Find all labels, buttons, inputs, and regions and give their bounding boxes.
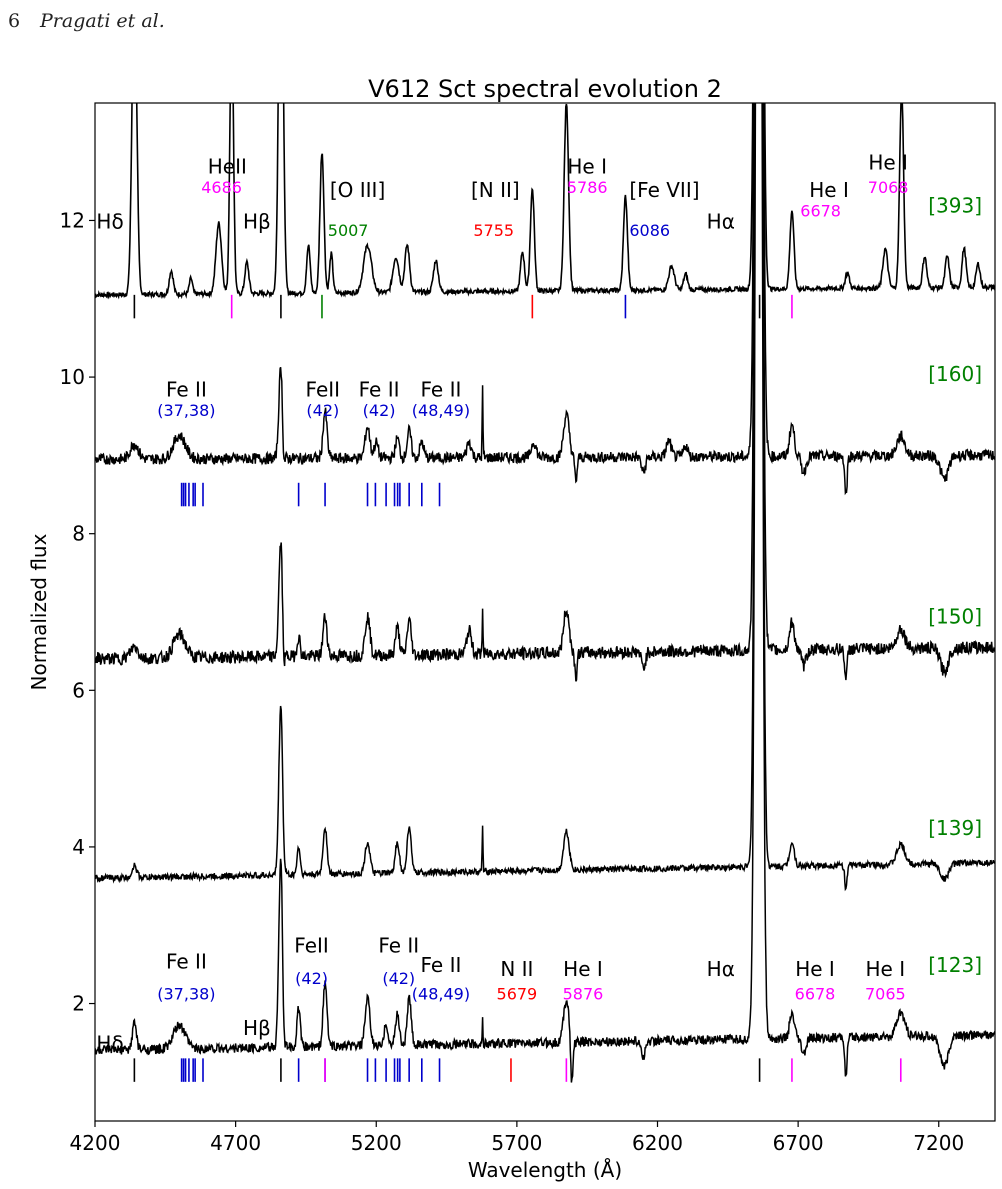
line-annotation: (37,38) xyxy=(157,401,215,420)
line-annotation: N II xyxy=(500,957,533,981)
line-annotation: Hβ xyxy=(243,209,271,233)
y-tick-label: 6 xyxy=(72,678,85,702)
line-annotation: (42) xyxy=(306,401,339,420)
line-annotation: [O III] xyxy=(330,178,385,202)
line-annotation: 5007 xyxy=(328,221,369,240)
line-annotation: Fe II xyxy=(166,949,207,973)
spectrum-line-150 xyxy=(95,103,995,682)
line-annotation: FeII xyxy=(294,934,329,958)
page-number: 6 xyxy=(8,10,21,32)
x-tick-label: 6700 xyxy=(773,1131,824,1155)
axes-group: 4200 4700 5200 5700 6200 6700 7200 2 4 6 8 10 12 xyxy=(60,102,996,1155)
line-annotation: Hβ xyxy=(243,1016,271,1040)
x-tick-label: 4700 xyxy=(210,1131,261,1155)
line-annotation: 5786 xyxy=(567,178,608,197)
y-tick-label: 10 xyxy=(60,365,85,389)
x-tick-label: 7200 xyxy=(913,1131,964,1155)
line-annotation: Fe II xyxy=(166,378,207,402)
chart-title: V612 Sct spectral evolution 2 xyxy=(368,75,722,103)
line-annotation: 6678 xyxy=(795,985,836,1004)
line-annotation: (48,49) xyxy=(412,401,470,420)
spectrum-line-393 xyxy=(95,103,995,300)
line-annotation: [N II] xyxy=(471,178,520,202)
epoch-label: [393] xyxy=(928,194,982,218)
x-tick-label: 5200 xyxy=(351,1131,402,1155)
line-annotation: 5876 xyxy=(563,985,604,1004)
line-annotation: 7065 xyxy=(865,985,906,1004)
line-annotation: 5755 xyxy=(473,221,514,240)
line-annotation: FeII xyxy=(306,378,341,402)
epoch-label: [150] xyxy=(928,605,982,629)
spectrum-line-160 xyxy=(95,103,995,496)
line-annotation: Fe II xyxy=(421,378,462,402)
line-annotation: He I xyxy=(563,957,603,981)
epoch-labels-group: [393] [160] [150] [139] [123] xyxy=(928,194,982,978)
line-annotation: 6086 xyxy=(629,221,670,240)
y-tick-label: 4 xyxy=(72,835,85,859)
spectra-group xyxy=(95,103,995,1083)
line-markers-group xyxy=(133,294,902,1082)
line-annotation: Fe II xyxy=(421,953,462,977)
line-annotation: (42) xyxy=(363,401,396,420)
line-annotation: He I xyxy=(795,957,835,981)
spectrum-line-123 xyxy=(95,103,995,1083)
plot-frame xyxy=(94,102,996,1122)
line-annotation: 5679 xyxy=(497,985,538,1004)
x-tick-label: 4200 xyxy=(70,1131,121,1155)
y-tick-label: 12 xyxy=(60,208,85,232)
line-annotation: (37,38) xyxy=(157,985,215,1004)
y-tick-label: 2 xyxy=(72,992,85,1016)
x-tick-label: 5700 xyxy=(491,1131,542,1155)
line-annotation: Hδ xyxy=(96,209,123,233)
line-annotation: Hα xyxy=(707,209,735,233)
y-tick-label: 8 xyxy=(72,522,85,546)
line-annotation: [Fe VII] xyxy=(629,178,699,202)
line-annotation: Hα xyxy=(707,957,735,981)
epoch-label: [123] xyxy=(928,953,982,977)
y-axis-label: Normalized flux xyxy=(27,533,51,690)
line-annotation: Hδ xyxy=(96,1032,123,1056)
epoch-label: [160] xyxy=(928,362,982,386)
line-annotation: He I xyxy=(866,957,906,981)
line-annotation: He I xyxy=(868,151,908,175)
x-tick-label: 6200 xyxy=(632,1131,683,1155)
line-annotation: He I xyxy=(567,154,607,178)
line-annotation: (48,49) xyxy=(412,985,470,1004)
line-annotation: Fe II xyxy=(378,934,419,958)
line-annotation: HeII xyxy=(208,154,247,178)
spectrum-line-139 xyxy=(95,103,995,892)
x-axis-label: Wavelength (Å) xyxy=(468,1158,622,1182)
line-annotation: 4686 xyxy=(201,178,242,197)
epoch-label: [139] xyxy=(928,816,982,840)
line-annotation: (42) xyxy=(382,969,415,988)
running-author: Pragati et al. xyxy=(40,10,165,32)
line-annotation: 7068 xyxy=(868,178,909,197)
line-annotation: (42) xyxy=(295,969,328,988)
line-annotation: He I xyxy=(809,178,849,202)
line-annotation: Fe II xyxy=(359,378,400,402)
line-annotation: 6678 xyxy=(800,202,841,221)
